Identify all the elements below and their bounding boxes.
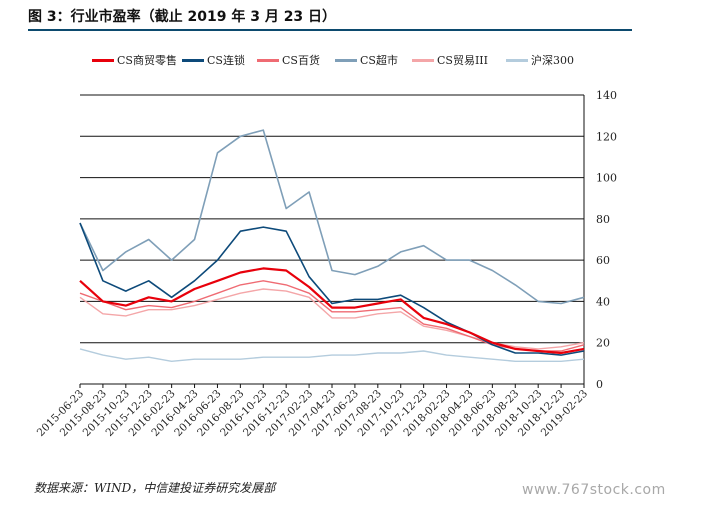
legend-swatch	[92, 58, 114, 62]
y-tick-label: 140	[596, 89, 617, 102]
legend-swatch	[182, 58, 204, 62]
legend-label: CS连锁	[207, 54, 245, 67]
legend-swatch	[506, 58, 528, 62]
title-divider	[28, 29, 632, 31]
figure-title: 图 3：行业市盈率（截止 2019 年 3 月 23 日）	[28, 9, 337, 25]
y-tick-label: 100	[596, 172, 617, 185]
legend-item: CS百货	[257, 52, 320, 68]
legend-label: CS百货	[282, 54, 320, 67]
legend-item: CS连锁	[182, 52, 245, 68]
y-tick-label: 60	[596, 254, 610, 267]
legend-label: CS超市	[360, 54, 398, 67]
y-tick-label: 20	[596, 337, 610, 350]
figure-title-bar: 图 3：行业市盈率（截止 2019 年 3 月 23 日）	[28, 6, 632, 28]
legend-swatch	[412, 58, 434, 62]
legend-item: CS贸易III	[412, 52, 488, 68]
legend-label: CS商贸零售	[117, 54, 177, 67]
chart-legend: CS商贸零售 CS连锁 CS百货 CS超市 CS贸易III 沪深300	[92, 52, 582, 68]
legend-label: 沪深300	[531, 54, 574, 67]
data-source-note: 数据来源：WIND，中信建投证券研究发展部	[34, 481, 276, 495]
legend-swatch	[335, 58, 357, 62]
y-tick-label: 0	[596, 378, 603, 391]
y-tick-label: 40	[596, 295, 610, 308]
legend-label: CS贸易III	[437, 54, 488, 67]
legend-swatch	[257, 58, 279, 62]
legend-item: 沪深300	[506, 52, 574, 68]
y-tick-label: 80	[596, 213, 610, 226]
series-line-3	[79, 129, 585, 305]
watermark-text: www.767stock.com	[522, 482, 666, 498]
y-tick-label: 120	[596, 130, 617, 143]
legend-item: CS商贸零售	[92, 52, 177, 68]
series-line-1	[79, 222, 585, 356]
series-line-5	[79, 348, 585, 362]
series-line-0	[79, 267, 585, 355]
legend-item: CS超市	[335, 52, 398, 68]
series-line-2	[79, 280, 585, 352]
